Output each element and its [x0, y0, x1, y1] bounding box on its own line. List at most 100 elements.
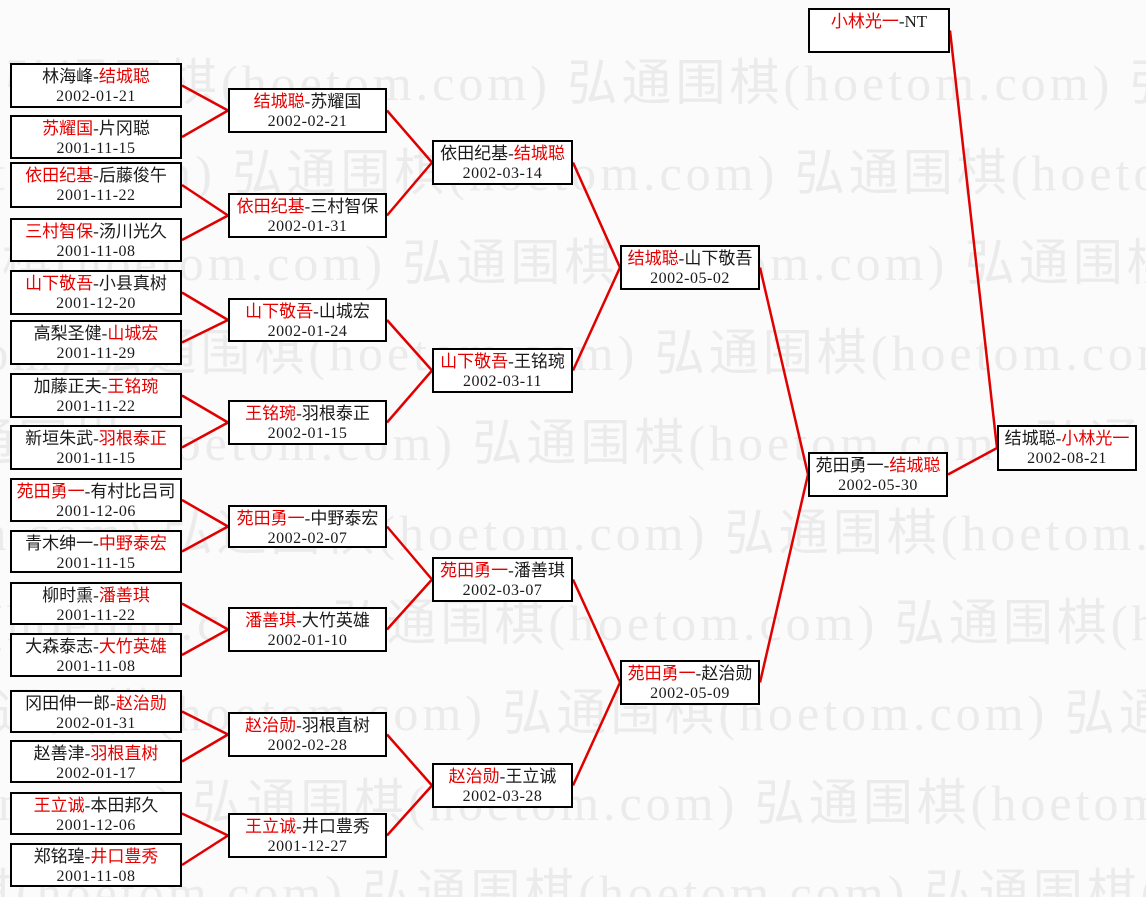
match-date: 2002-01-24 — [267, 323, 348, 340]
match-date: 2002-01-31 — [56, 715, 136, 732]
connector-line — [386, 319, 433, 372]
match-box-round-1: 高梨圣健-山城宏 2001-11-29 — [10, 320, 182, 365]
match-box-quarterfinals: 山下敬吾-王铭琬 2002-03-11 — [432, 348, 573, 393]
vs-hyphen: - — [84, 796, 91, 815]
match-box-round-1: 大森泰志-大竹英雄 2001-11-08 — [10, 633, 182, 677]
match-players: 高梨圣健-山城宏 — [12, 323, 180, 344]
vs-hyphen: - — [93, 274, 99, 293]
match-players: 山下敬吾-王铭琬 — [434, 351, 571, 372]
match-date: 2001-11-15 — [56, 555, 136, 572]
player-name: 井口豊秀 — [301, 817, 370, 836]
match-box-round-2: 赵治勋-羽根直树 2002-02-28 — [228, 712, 387, 757]
match-date: 2001-12-27 — [267, 838, 348, 855]
match-players: 新垣朱武-羽根泰正 — [12, 428, 180, 449]
connector-line — [386, 525, 433, 581]
player-name: 山城宏 — [107, 324, 159, 343]
player-name: 后藤俊午 — [98, 166, 167, 185]
player-name: 赵治勋 — [448, 767, 500, 786]
match-box-round-2: 王铭琬-羽根泰正 2002-01-15 — [228, 400, 387, 445]
vs-hyphen: - — [93, 586, 99, 605]
vs-hyphen: - — [296, 817, 302, 836]
vs-hyphen: - — [93, 534, 99, 553]
player-name: 结城聪 — [627, 249, 679, 268]
player-name: 赵治勋 — [115, 694, 167, 713]
player-name: 三村智保 — [25, 222, 94, 241]
match-box-semifinals: 结城聪-山下敬吾 2002-05-02 — [620, 245, 760, 290]
connector-line — [386, 109, 433, 164]
match-players: 潘善琪-大竹英雄 — [230, 610, 385, 631]
vs-hyphen: - — [93, 222, 99, 241]
player-name: 冈田伸一郎 — [25, 694, 111, 713]
vs-hyphen: - — [84, 482, 91, 501]
match-box-round-1: 新垣朱武-羽根泰正 2001-11-15 — [10, 425, 182, 470]
player-name: 结城聪 — [1004, 429, 1056, 448]
match-date: 2001-11-22 — [56, 187, 136, 204]
player-name: 小林光一 — [830, 12, 899, 31]
match-box-round-2: 依田纪基-三村智保 2002-01-31 — [228, 193, 387, 238]
match-players: 依田纪基-后藤俊午 — [12, 165, 180, 186]
match-date: 2002-03-28 — [462, 788, 543, 805]
player-name: 柳时熏 — [42, 586, 94, 605]
player-name: 本田邦久 — [90, 796, 159, 815]
vs-hyphen: - — [296, 611, 302, 630]
match-players: 依田纪基-三村智保 — [230, 196, 385, 217]
player-name: 山下敬吾 — [25, 274, 94, 293]
player-name: 结城聪 — [253, 92, 305, 111]
match-box-challenger-final: 苑田勇一-结城聪 2002-05-30 — [808, 452, 948, 497]
watermark-text: 弘通围棋(hoetom.com) 弘通围棋(hoetom.com) 弘通围棋(h… — [0, 235, 1146, 291]
player-name: 赵治勋 — [245, 716, 297, 735]
match-date: 2002-03-07 — [462, 582, 543, 599]
player-name: 赵善津 — [33, 744, 85, 763]
watermark-text: 弘通围棋(hoetom.com) 弘通围棋(hoetom.com) 弘通围棋(h… — [0, 685, 1146, 741]
match-date: 2002-01-10 — [267, 632, 348, 649]
match-players: 青木绅一-中野泰宏 — [12, 533, 180, 554]
vs-hyphen: - — [101, 324, 108, 343]
player-name: 王铭琬 — [107, 377, 159, 396]
player-name: 大竹英雄 — [98, 637, 167, 656]
player-name: 王立诚 — [245, 817, 297, 836]
match-box-round-1: 赵善津-羽根直树 2002-01-17 — [10, 740, 182, 783]
connector-line — [947, 446, 998, 476]
match-box-round-1: 柳时熏-潘善琪 2001-11-22 — [10, 582, 182, 625]
connector-line — [948, 30, 999, 449]
player-name: 苑田勇一 — [440, 561, 509, 580]
connector-line — [571, 681, 622, 787]
player-name: 结城聪 — [889, 456, 941, 475]
connector-line — [571, 578, 622, 684]
match-players: 赵治勋-羽根直树 — [230, 715, 385, 736]
player-name: 小林光一 — [1061, 429, 1130, 448]
match-box-round-1: 林海峰-结城聪 2002-01-21 — [10, 63, 182, 108]
player-name: 结城聪 — [513, 144, 565, 163]
match-date: 2002-01-31 — [267, 218, 348, 235]
vs-hyphen: - — [296, 716, 302, 735]
player-name: 大森泰志 — [25, 637, 94, 656]
player-name: 依田纪基 — [25, 166, 94, 185]
player-name: 苏耀国 — [310, 92, 362, 111]
match-box-round-2: 山下敬吾-山城宏 2002-01-24 — [228, 298, 387, 342]
watermark-text: 弘通围棋(hoetom.com) 弘通围棋(hoetom.com) 弘通围棋(h… — [0, 505, 1146, 561]
match-box-title-match: 结城聪-小林光一 2002-08-21 — [997, 425, 1137, 471]
vs-hyphen: - — [1055, 429, 1062, 448]
watermark-text: 弘通围棋(hoetom.com) 弘通围棋(hoetom.com) 弘通围棋(h… — [0, 865, 1146, 897]
match-box-round-2: 王立诚-井口豊秀 2001-12-27 — [228, 813, 387, 858]
player-name: 依田纪基 — [440, 144, 509, 163]
match-date: 2002-01-15 — [267, 425, 348, 442]
match-date: 2001-11-15 — [56, 140, 136, 157]
player-name: 王立诚 — [505, 767, 557, 786]
vs-hyphen: - — [296, 404, 302, 423]
player-name: 羽根泰正 — [301, 404, 370, 423]
vs-hyphen: - — [304, 92, 311, 111]
match-date: 2001-12-06 — [56, 503, 136, 520]
player-name: 潘善琪 — [513, 561, 565, 580]
player-name: 小县真树 — [98, 274, 167, 293]
match-players: 林海峰-结城聪 — [12, 66, 180, 87]
match-box-quarterfinals: 苑田勇一-潘善琪 2002-03-07 — [432, 557, 573, 602]
match-players: 结城聪-苏耀国 — [230, 91, 385, 112]
connector-line — [386, 161, 433, 217]
connector-line — [181, 733, 229, 763]
match-date: 2001-12-06 — [56, 817, 136, 834]
match-players: 山下敬吾-山城宏 — [230, 301, 385, 322]
match-players: 赵治勋-王立诚 — [434, 766, 571, 787]
match-players: 苑田勇一-中野泰宏 — [230, 508, 385, 529]
